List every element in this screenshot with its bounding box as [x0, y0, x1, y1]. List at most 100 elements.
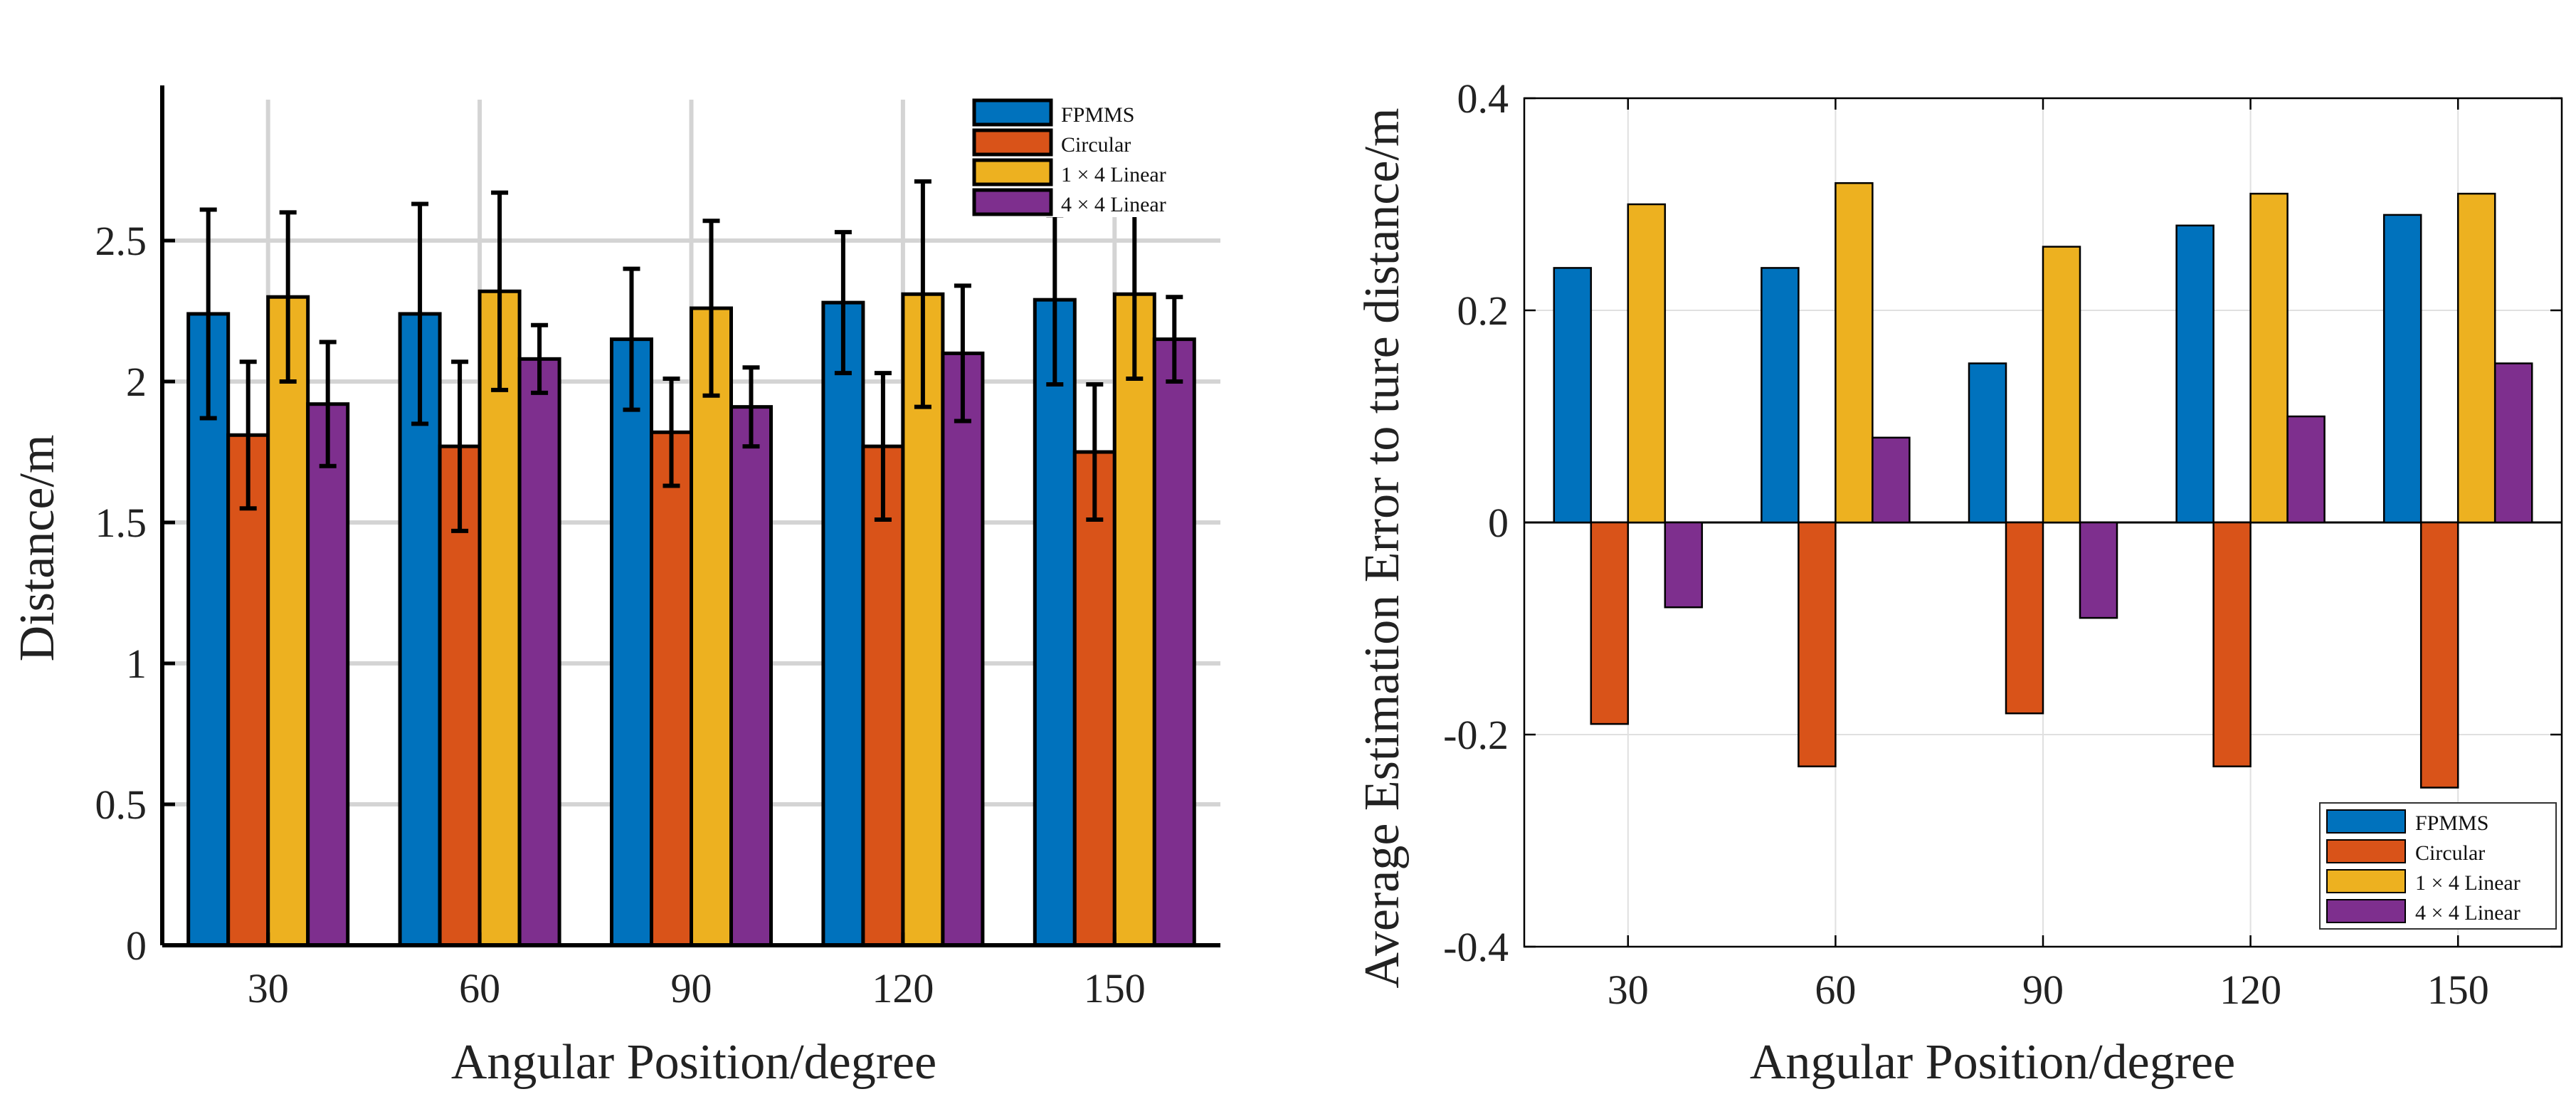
- error-bar: [742, 365, 760, 449]
- right-y-tick-labels: -0.4 -0.2 0 0.2 0.4: [1443, 75, 1509, 970]
- error-bar: [319, 340, 337, 468]
- left-axes: [160, 85, 1220, 947]
- error-bar: [491, 190, 509, 392]
- bar-fpmms-120: [821, 300, 865, 947]
- bar-4-4-linear-90: [729, 405, 773, 947]
- right-y-axis-title: Average Estimation Error to ture distanc…: [1355, 108, 1410, 989]
- x-tick-label: 90: [2022, 967, 2064, 1013]
- x-tick-label: 60: [1815, 967, 1856, 1013]
- error-bar: [914, 179, 931, 409]
- bar-1-4-linear-150: [2456, 192, 2496, 524]
- bar-4-4-linear-90: [2079, 521, 2118, 619]
- legend-label: FPMMS: [2415, 811, 2488, 835]
- legend-label: 4 × 4 Linear: [1061, 193, 1166, 216]
- bar-4-4-linear-150: [1152, 337, 1196, 947]
- legend-swatch: [972, 158, 1053, 186]
- bar-circular-90: [650, 430, 693, 947]
- x-tick-label: 150: [2427, 967, 2489, 1013]
- left-chart-distance: 0 0.5 1 1.5 2 2.5 30 60 90 120 150 Angular Positi…: [10, 85, 1220, 1090]
- error-bar: [1166, 295, 1183, 384]
- bar-4-4-linear-30: [306, 402, 350, 947]
- error-bar: [874, 371, 892, 522]
- bar-1-4-linear-90: [690, 306, 733, 947]
- legend-swatch: [972, 98, 1053, 127]
- error-bar: [411, 201, 429, 426]
- left-bars: [186, 289, 1196, 947]
- error-bar: [199, 207, 217, 421]
- bar-1-4-linear-120: [2249, 192, 2289, 524]
- bar-circular-120: [2212, 521, 2252, 767]
- y-tick-label: 2.5: [95, 218, 147, 264]
- left-legend: FPMMS Circular 1 × 4 Linear 4 × 4 Linear: [971, 98, 1198, 217]
- bar-1-4-linear-90: [2042, 246, 2081, 524]
- bar-fpmms-60: [1761, 267, 1800, 524]
- bar-4-4-linear-150: [2493, 362, 2533, 524]
- error-bar: [702, 219, 720, 398]
- bar-4-4-linear-60: [1872, 436, 1911, 524]
- error-bar: [954, 283, 971, 424]
- left-y-axis-title: Distance/m: [10, 435, 65, 662]
- legend-label: Circular: [2415, 841, 2485, 865]
- bar-circular-150: [1072, 450, 1117, 947]
- bar-fpmms-30: [1553, 267, 1593, 524]
- bar-fpmms-90: [610, 337, 653, 947]
- error-bar: [834, 230, 852, 376]
- bar-circular-120: [861, 444, 905, 947]
- bar-circular-60: [1798, 521, 1837, 767]
- bar-4-4-linear-60: [517, 357, 561, 947]
- y-tick-label: -0.2: [1443, 712, 1509, 758]
- y-tick-label: 0.5: [95, 782, 147, 828]
- bar-fpmms-90: [1968, 362, 2007, 524]
- bar-circular-30: [1590, 521, 1630, 725]
- y-tick-label: 1.5: [95, 500, 147, 546]
- legend-swatch: [972, 128, 1053, 157]
- legend-label: 4 × 4 Linear: [2415, 901, 2520, 925]
- left-y-tick-labels: 0 0.5 1 1.5 2 2.5: [95, 218, 147, 969]
- bar-fpmms-150: [1033, 298, 1077, 947]
- bar-4-4-linear-30: [1664, 521, 1704, 609]
- x-tick-label: 120: [2219, 967, 2281, 1013]
- y-tick-label: 1: [126, 641, 147, 687]
- error-bar: [1086, 382, 1104, 522]
- y-tick-label: 0: [1488, 500, 1509, 546]
- bar-1-4-linear-60: [1835, 182, 1874, 524]
- y-tick-label: -0.4: [1443, 924, 1509, 970]
- y-tick-label: 0: [126, 922, 147, 969]
- legend-swatch: [2326, 869, 2406, 893]
- error-bar: [623, 266, 640, 412]
- bar-circular-150: [2419, 521, 2459, 789]
- legend-label: 1 × 4 Linear: [1061, 163, 1166, 186]
- error-bar: [663, 377, 680, 488]
- bar-circular-90: [2005, 521, 2044, 715]
- legend-label: 1 × 4 Linear: [2415, 871, 2520, 895]
- bar-fpmms-120: [2175, 224, 2215, 524]
- x-tick-label: 90: [671, 965, 712, 1011]
- bar-fpmms-150: [2382, 214, 2422, 524]
- bar-4-4-linear-120: [2286, 415, 2326, 524]
- bar-1-4-linear-150: [1112, 292, 1156, 947]
- bar-4-4-linear-120: [941, 351, 985, 947]
- legend-swatch: [2326, 899, 2406, 923]
- right-axes: [1523, 97, 2563, 948]
- x-tick-label: 60: [459, 965, 500, 1011]
- legend-label: FPMMS: [1061, 103, 1134, 127]
- y-tick-label: 2: [126, 359, 147, 405]
- y-tick-label: 0.4: [1457, 75, 1509, 122]
- right-bars: [1553, 182, 2533, 789]
- y-tick-label: 0.2: [1457, 288, 1509, 334]
- right-chart-error: -0.4 -0.2 0 0.2 0.4 30 60 90 120 150 Angular Pos…: [1355, 75, 2563, 1090]
- error-bar: [239, 359, 257, 511]
- legend-swatch: [2326, 809, 2406, 834]
- error-bar: [531, 322, 549, 395]
- legend-label: Circular: [1061, 133, 1131, 157]
- left-x-axis-title: Angular Position/degree: [451, 1035, 936, 1090]
- error-bar: [279, 210, 297, 384]
- bar-1-4-linear-60: [477, 289, 522, 947]
- left-x-tick-labels: 30 60 90 120 150: [248, 965, 1146, 1011]
- legend-swatch: [972, 188, 1053, 216]
- right-legend: FPMMS Circular 1 × 4 Linear 4 × 4 Linear: [2319, 802, 2557, 930]
- left-error-bars: [199, 179, 1183, 533]
- bar-circular-30: [226, 433, 270, 947]
- error-bar: [451, 359, 469, 533]
